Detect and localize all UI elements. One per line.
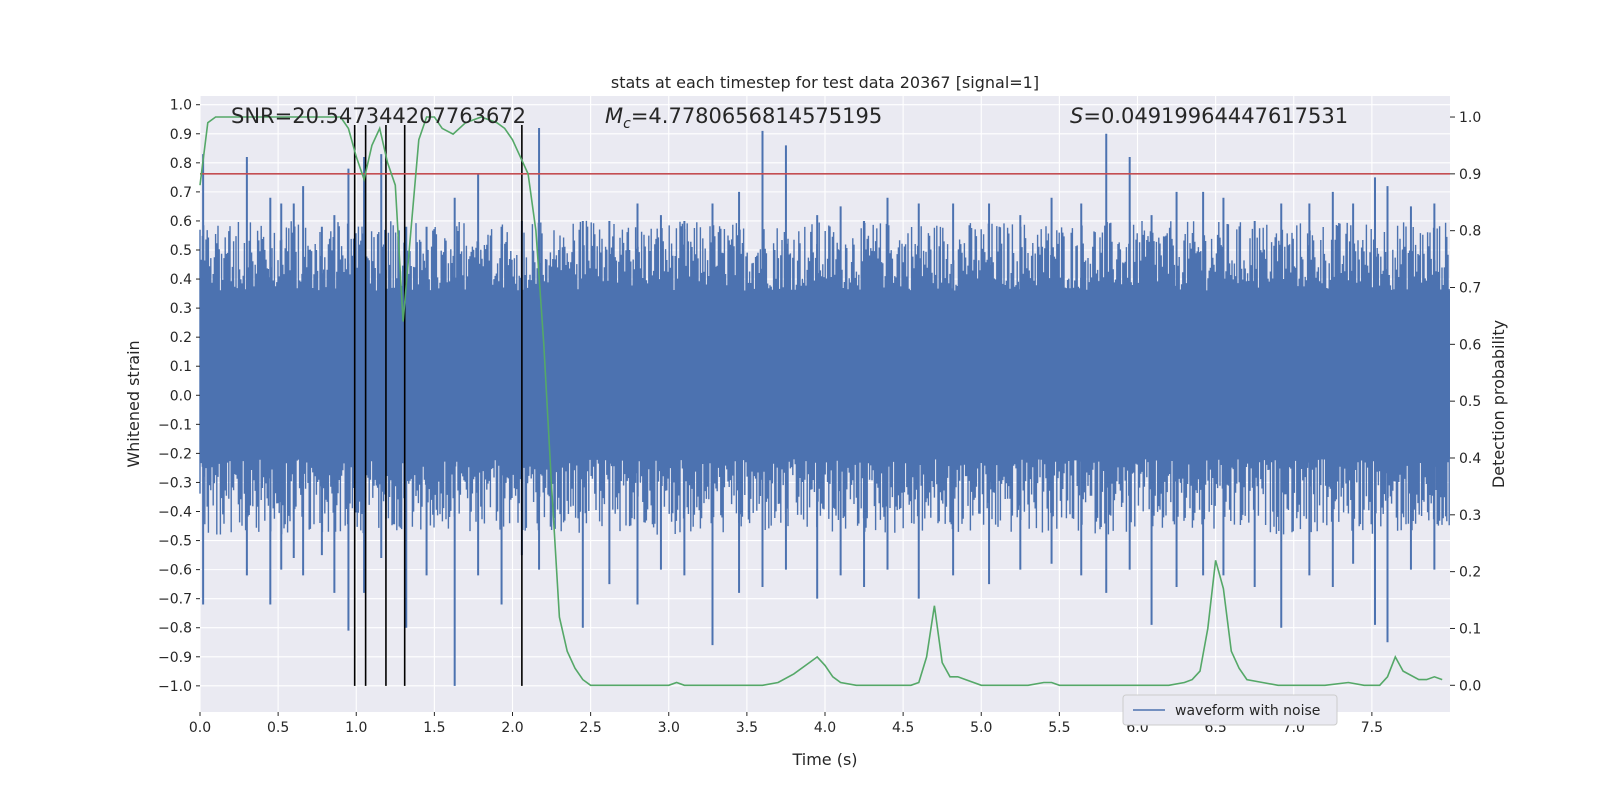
x-tick-label: 4.5 — [892, 720, 914, 736]
y-right-tick-label: 0.7 — [1459, 281, 1481, 297]
y-right-axis-label: Detection probability — [1489, 320, 1508, 488]
y-left-tick-label: −0.8 — [158, 621, 192, 637]
y-right-tick-label: 0.1 — [1459, 621, 1481, 637]
y-left-tick-label: 0.2 — [170, 330, 192, 346]
event-vertical-lines — [353, 125, 523, 686]
x-tick-label: 7.5 — [1361, 720, 1383, 736]
y-left-tick-label: 0.4 — [170, 272, 192, 288]
detection-probability-line — [199, 116, 1443, 687]
y-left-tick-label: −1.0 — [158, 679, 192, 695]
x-tick-label: 0.5 — [267, 720, 289, 736]
x-tick-label: 3.0 — [658, 720, 680, 736]
chirp-mass-symbol: M — [605, 104, 623, 128]
x-tick-label: 3.5 — [736, 720, 758, 736]
x-tick-label: 1.0 — [345, 720, 367, 736]
legend: waveform with noise — [1122, 694, 1338, 726]
x-tick-label: 4.0 — [814, 720, 836, 736]
chirp-mass-value: =4.7780656814575195 — [631, 104, 882, 128]
y-left-tick-label: 0.7 — [170, 185, 192, 201]
y-left-tick-label: −0.6 — [158, 563, 192, 579]
s-annotation: S=0.04919964447617531 — [1070, 104, 1348, 128]
y-right-tick-label: 0.9 — [1459, 167, 1481, 183]
y-left-tick-label: 1.0 — [170, 98, 192, 114]
chirp-mass-subscript: c — [623, 116, 631, 132]
x-tick-label: 2.0 — [501, 720, 523, 736]
y-left-tick-label: 0.9 — [170, 127, 192, 143]
y-left-tick-label: 0.5 — [170, 243, 192, 259]
y-right-tick-label: 0.2 — [1459, 565, 1481, 581]
y-right-tick-label: 1.0 — [1459, 110, 1481, 126]
x-tick-label: 0.0 — [189, 720, 211, 736]
y-right-tick-label: 0.0 — [1459, 678, 1481, 694]
y-left-tick-label: −0.1 — [158, 417, 192, 433]
y-left-tick-label: 0.8 — [170, 156, 192, 172]
waveform-noise-series — [199, 127, 1450, 686]
s-value: =0.04919964447617531 — [1083, 104, 1348, 128]
y-right-tick-label: 0.5 — [1459, 394, 1481, 410]
x-tick-label: 5.0 — [970, 720, 992, 736]
y-left-tick-label: −0.4 — [158, 505, 192, 521]
y-left-axis-label: Whitened strain — [124, 340, 143, 467]
s-symbol: S — [1070, 104, 1083, 128]
y-left-tick-label: 0.3 — [170, 301, 192, 317]
y-right-tick-label: 0.8 — [1459, 224, 1481, 240]
y-right-axis-ticks: 1.0 0.9 0.8 0.7 0.6 0.5 0.4 0.3 0.2 0.1 0.0 — [1450, 110, 1481, 694]
x-tick-label: 2.5 — [579, 720, 601, 736]
chirp-mass-annotation: Mc=4.7780656814575195 — [605, 104, 882, 132]
y-left-tick-label: −0.7 — [158, 592, 192, 608]
y-left-axis-ticks: 1.0 0.9 0.8 0.7 0.6 0.5 0.4 0.3 0.2 0.1 0.0 −0.1 −0.… — [158, 98, 200, 695]
y-right-tick-label: 0.3 — [1459, 508, 1481, 524]
legend-label: waveform with noise — [1175, 703, 1320, 719]
legend-box — [1122, 694, 1338, 726]
y-left-tick-label: −0.3 — [158, 475, 192, 491]
x-tick-label: 5.5 — [1048, 720, 1070, 736]
y-left-tick-label: −0.2 — [158, 446, 192, 462]
y-right-tick-label: 0.6 — [1459, 337, 1481, 353]
y-left-tick-label: 0.0 — [170, 388, 192, 404]
x-tick-label: 1.5 — [423, 720, 445, 736]
y-left-tick-label: 0.6 — [170, 214, 192, 230]
y-left-tick-label: −0.9 — [158, 650, 192, 666]
y-right-tick-label: 0.4 — [1459, 451, 1481, 467]
y-left-tick-label: 0.1 — [170, 359, 192, 375]
snr-annotation: SNR=20.547344207763672 — [231, 104, 526, 128]
y-left-tick-label: −0.5 — [158, 534, 192, 550]
chart-title: stats at each timestep for test data 203… — [611, 73, 1039, 92]
x-axis-label: Time (s) — [791, 750, 857, 769]
